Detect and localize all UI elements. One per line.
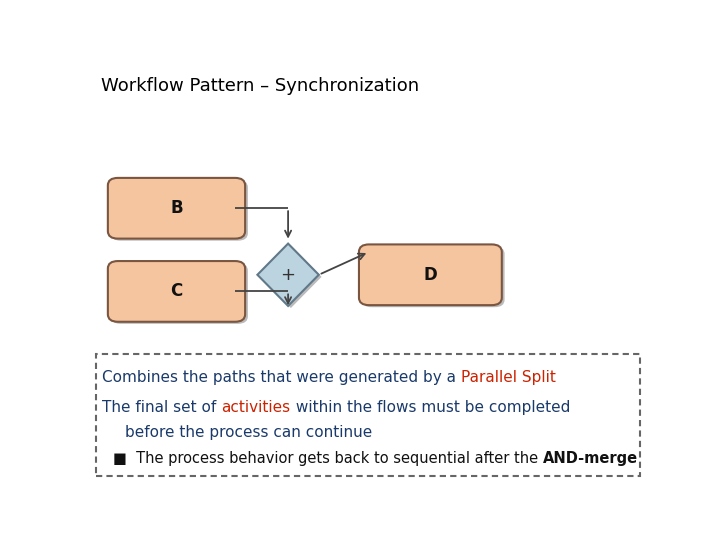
- FancyBboxPatch shape: [359, 245, 502, 305]
- Text: ■  The process behavior gets back to sequential after the: ■ The process behavior gets back to sequ…: [114, 451, 543, 466]
- Text: Combines the paths that were generated by a: Combines the paths that were generated b…: [102, 369, 461, 384]
- Text: Parallel Split: Parallel Split: [461, 369, 556, 384]
- FancyBboxPatch shape: [108, 178, 245, 239]
- Text: activities: activities: [222, 400, 291, 415]
- FancyBboxPatch shape: [111, 180, 248, 241]
- FancyBboxPatch shape: [361, 246, 505, 307]
- Text: The final set of: The final set of: [102, 400, 222, 415]
- Text: before the process can continue: before the process can continue: [125, 426, 372, 440]
- Text: B: B: [170, 199, 183, 217]
- Bar: [96, 354, 639, 476]
- Text: AND-merge: AND-merge: [543, 451, 639, 466]
- Text: +: +: [281, 266, 296, 284]
- FancyBboxPatch shape: [111, 263, 248, 324]
- Text: D: D: [423, 266, 437, 284]
- Polygon shape: [260, 246, 322, 308]
- Polygon shape: [258, 244, 319, 306]
- Text: C: C: [171, 282, 183, 300]
- Text: Workflow Pattern – Synchronization: Workflow Pattern – Synchronization: [101, 77, 419, 95]
- FancyBboxPatch shape: [108, 261, 245, 322]
- Text: within the flows must be completed: within the flows must be completed: [291, 400, 570, 415]
